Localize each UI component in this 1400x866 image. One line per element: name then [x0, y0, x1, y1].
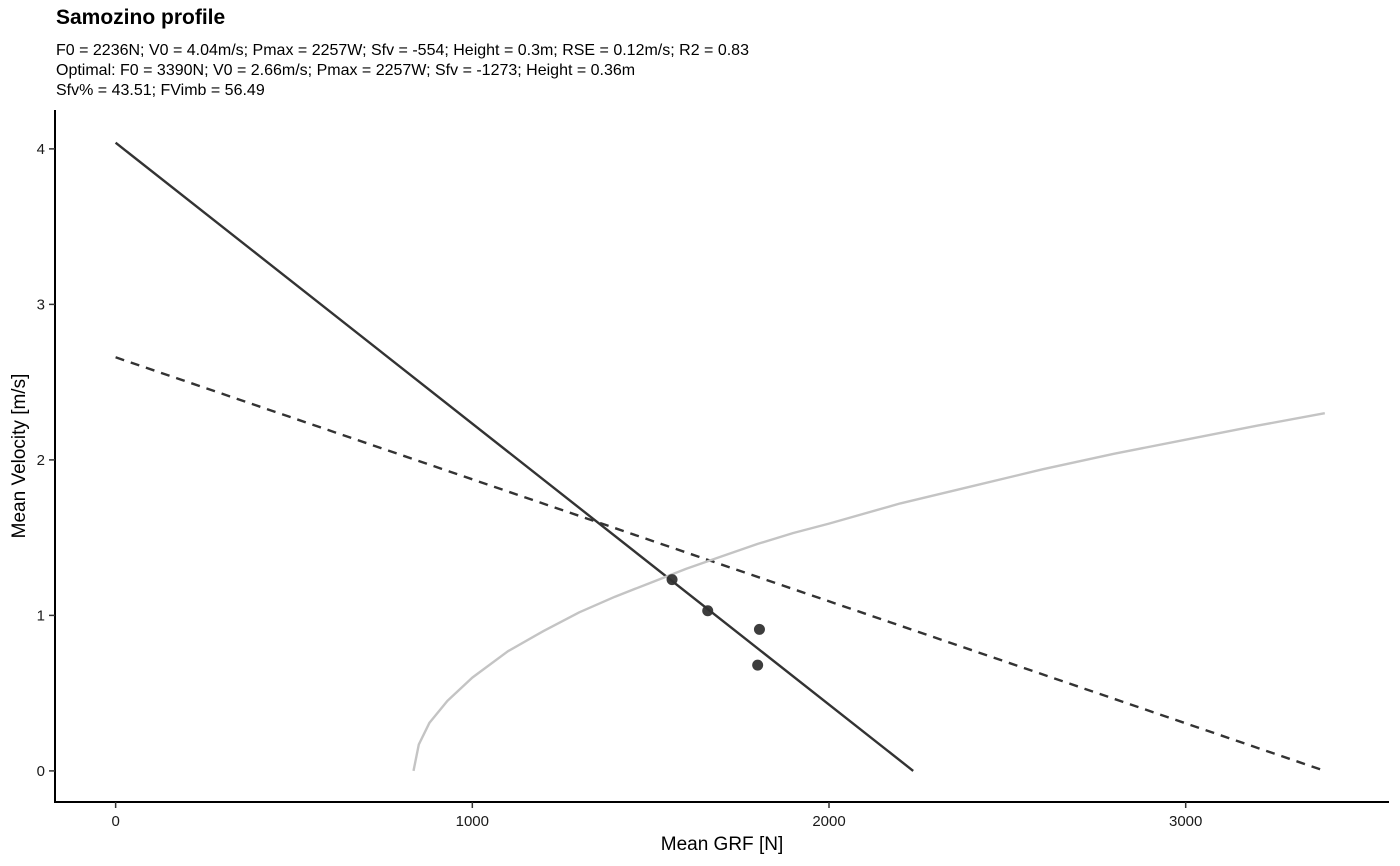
profile-line — [114, 141, 914, 772]
data-point — [752, 659, 764, 671]
x-axis-title: Mean GRF [N] — [661, 834, 783, 855]
y-axis-title: Mean Velocity [m/s] — [9, 374, 30, 539]
x-tick-label: 2000 — [812, 813, 845, 830]
data-point — [753, 623, 765, 635]
chart-subtitle-line-1: F0 = 2236N; V0 = 4.04m/s; Pmax = 2257W; … — [56, 42, 749, 59]
chart-title: Samozino profile — [56, 6, 226, 29]
y-tick-label: 3 — [37, 296, 45, 313]
x-tick-label: 0 — [111, 813, 119, 830]
data-point — [702, 605, 714, 617]
chart-subtitle-line-3: Sfv% = 43.51; FVimb = 56.49 — [56, 82, 265, 99]
chart-subtitle-line-2: Optimal: F0 = 3390N; V0 = 2.66m/s; Pmax … — [56, 62, 636, 79]
height-isoline — [412, 412, 1326, 772]
optimal-profile-line — [115, 356, 1326, 773]
y-tick-label: 2 — [37, 452, 45, 469]
y-tick-label: 0 — [37, 763, 45, 780]
axes: 0 1000 2000 3000 0 1 2 3 4 — [37, 110, 1389, 830]
x-tick-label: 3000 — [1169, 813, 1202, 830]
y-tick-label: 4 — [37, 141, 45, 158]
chart-marks — [114, 141, 1326, 773]
data-point — [666, 574, 678, 586]
y-tick-label: 1 — [37, 607, 45, 624]
x-tick-label: 1000 — [456, 813, 489, 830]
